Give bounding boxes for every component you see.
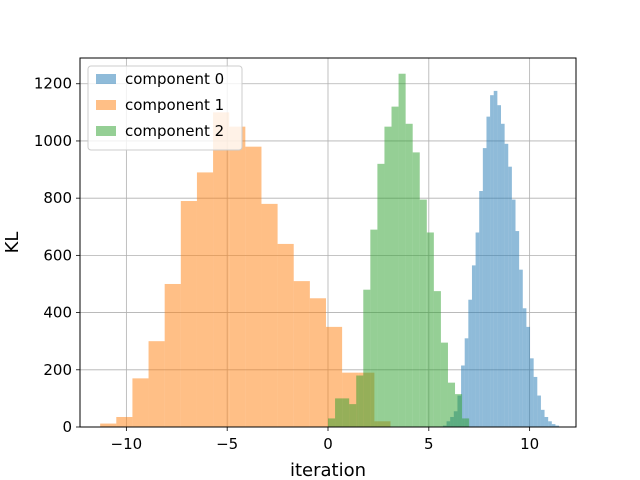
- legend-swatch-component-0: [96, 74, 116, 84]
- histogram-bar: [433, 291, 441, 427]
- histogram-bar: [356, 375, 364, 427]
- axis-ticks: −10 −5 0 5 10 0 200 400 600 800 1000 1200: [34, 75, 539, 453]
- histogram-bar: [398, 73, 406, 428]
- histogram-bar: [486, 116, 491, 428]
- x-axis-label: iteration: [290, 460, 366, 480]
- histogram-bar: [405, 123, 413, 427]
- histogram-bar: [245, 146, 262, 427]
- y-tick-label: 1000: [34, 132, 72, 150]
- histogram-bar: [537, 395, 541, 427]
- legend-swatch-component-1: [96, 100, 116, 110]
- histogram-bar: [148, 341, 165, 427]
- histogram-bar: [384, 126, 392, 428]
- histogram-bar: [335, 398, 343, 427]
- histogram-bars: [100, 73, 560, 428]
- histogram-bar: [551, 424, 556, 427]
- histogram-bar: [475, 232, 480, 427]
- histogram-bar: [544, 416, 549, 427]
- histogram-bar: [447, 382, 456, 427]
- histogram-bar: [526, 326, 531, 427]
- x-tick-label: 0: [323, 435, 333, 453]
- legend-label-component-1: component 1: [125, 96, 224, 114]
- histogram-bar: [555, 425, 560, 427]
- histogram-bar: [490, 95, 494, 428]
- histogram-bar: [116, 416, 133, 427]
- histogram-bar: [515, 231, 520, 427]
- y-tick-label: 400: [43, 304, 72, 322]
- histogram-bar: [471, 265, 476, 427]
- histogram-bar: [377, 163, 385, 427]
- series-2-bars: [328, 73, 470, 428]
- legend-label-component-0: component 0: [125, 70, 224, 88]
- histogram-bar: [328, 418, 336, 427]
- histogram-bar: [132, 378, 149, 427]
- histogram-bar: [391, 106, 399, 428]
- histogram-bar: [419, 199, 427, 427]
- series-0-bars: [442, 90, 560, 428]
- histogram-bar: [519, 269, 523, 427]
- series-1-bars: [100, 112, 391, 428]
- histogram-bar: [229, 126, 246, 428]
- histogram-bar: [426, 232, 434, 427]
- histogram-bar: [504, 143, 509, 427]
- x-tick-label: 10: [520, 435, 539, 453]
- histogram-bar: [370, 229, 378, 427]
- histogram-bar: [180, 201, 197, 427]
- histogram-bar: [461, 365, 465, 427]
- histogram-bar: [412, 152, 420, 427]
- histogram-bar: [363, 289, 371, 427]
- histogram-bar: [164, 283, 181, 427]
- legend-box: [87, 65, 243, 151]
- histogram-bar: [482, 148, 487, 427]
- legend: component 0 component 1 component 2: [87, 65, 243, 151]
- histogram-bar: [277, 243, 294, 427]
- histogram-bar: [511, 199, 516, 427]
- histogram-bar: [468, 299, 472, 427]
- histogram-bar: [479, 191, 483, 427]
- y-axis-label: KL: [2, 232, 23, 254]
- histogram-bar: [342, 398, 350, 427]
- legend-swatch-component-2: [96, 126, 116, 136]
- y-tick-label: 600: [43, 246, 72, 264]
- histogram-bar: [196, 172, 214, 427]
- y-tick-label: 200: [43, 361, 72, 379]
- histogram-bar: [533, 376, 538, 427]
- histogram-bar: [530, 358, 534, 427]
- y-tick-label: 1200: [34, 75, 72, 93]
- histogram-bar: [455, 394, 463, 427]
- histogram-bar: [464, 338, 469, 427]
- histogram-bar: [508, 166, 512, 427]
- x-tick-label: −10: [111, 435, 143, 453]
- histogram-bar: [100, 423, 117, 427]
- histogram-bar: [500, 123, 505, 427]
- histogram-bar: [213, 112, 230, 427]
- histogram-bar: [522, 308, 527, 427]
- histogram-bar: [349, 404, 357, 427]
- x-tick-label: 5: [424, 435, 434, 453]
- histogram-bar: [440, 342, 448, 427]
- histogram-bar: [497, 105, 501, 427]
- histogram-bar: [462, 418, 470, 427]
- histogram-bar: [309, 298, 326, 427]
- histogram-bar: [540, 409, 545, 427]
- x-tick-label: −5: [216, 435, 238, 453]
- histogram-bar: [493, 90, 498, 427]
- y-tick-label: 0: [62, 418, 72, 436]
- histogram-bar: [261, 203, 278, 427]
- y-tick-label: 800: [43, 189, 72, 207]
- legend-label-component-2: component 2: [125, 122, 224, 140]
- histogram-bar: [548, 421, 552, 427]
- histogram-bar: [293, 281, 310, 427]
